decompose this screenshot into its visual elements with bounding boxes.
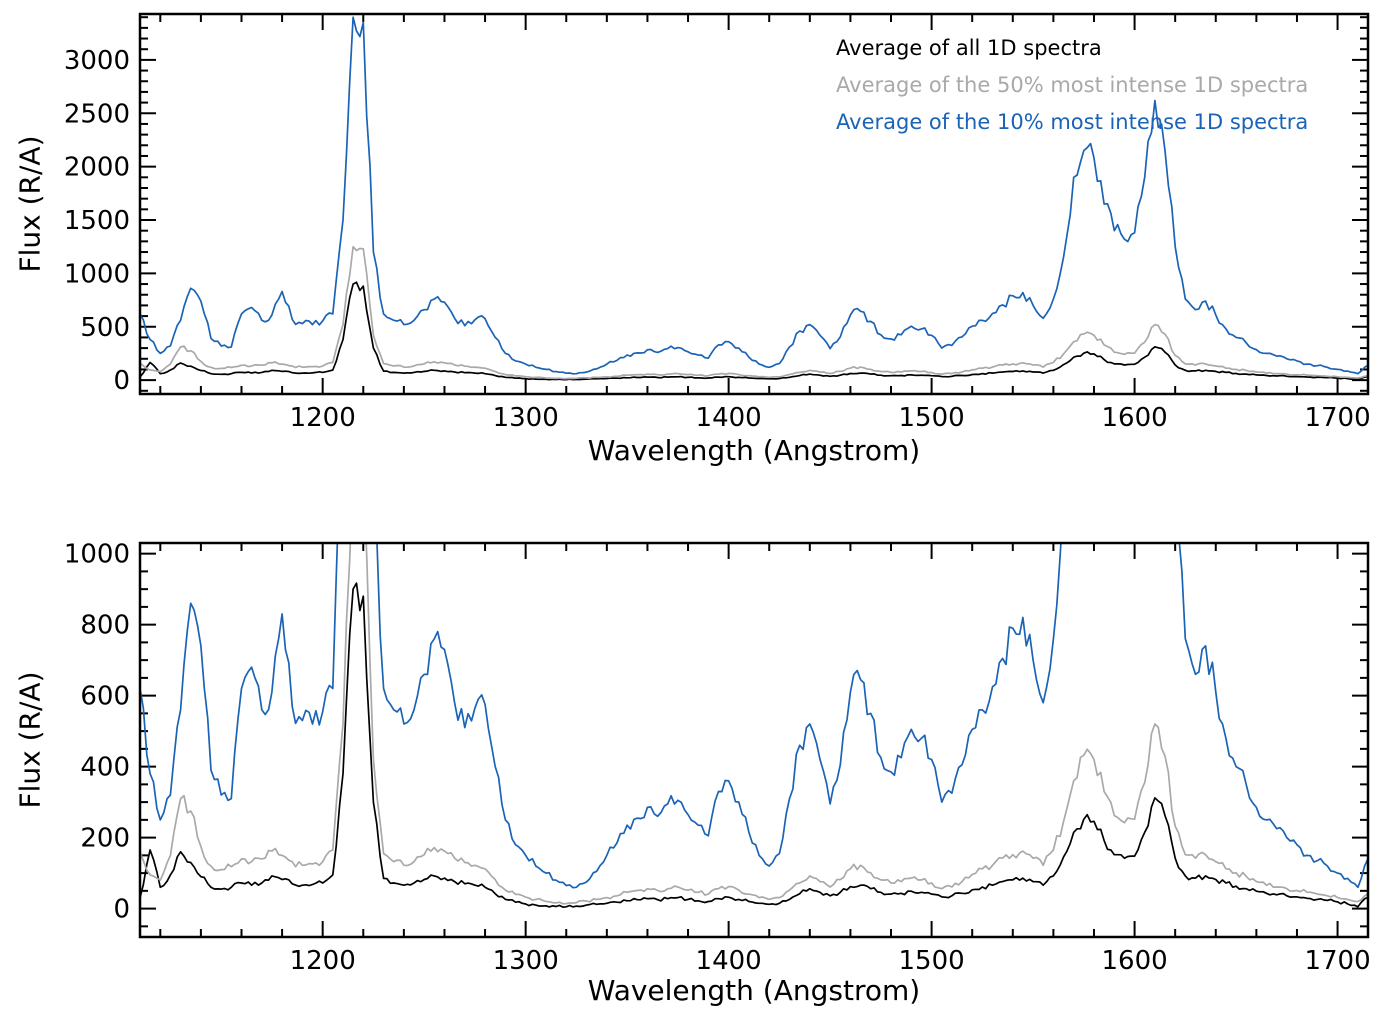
svg-text:0: 0 — [113, 366, 130, 396]
bottom-spectra-panel: 1200 1300 1400 1500 1600 1700 0 200 400 600 800 100… — [0, 500, 1382, 1018]
legend-item: Average of all 1D spectra — [836, 36, 1102, 60]
svg-text:1000: 1000 — [64, 540, 130, 570]
svg-text:1600: 1600 — [1101, 946, 1167, 976]
top-spectra-panel: 1200 1300 1400 1500 1600 1700 0 500 1000 1500 2000… — [0, 0, 1382, 500]
svg-text:500: 500 — [80, 313, 130, 343]
y-axis-label-bottom: Flux (R/A) — [13, 671, 47, 809]
svg-text:400: 400 — [80, 753, 130, 783]
svg-text:1700: 1700 — [1304, 403, 1370, 433]
svg-text:1700: 1700 — [1304, 946, 1370, 976]
svg-text:1600: 1600 — [1101, 403, 1167, 433]
svg-text:600: 600 — [80, 682, 130, 712]
svg-text:1500: 1500 — [899, 403, 965, 433]
x-axis-label-bottom: Wavelength (Angstrom) — [587, 974, 921, 1007]
legend-item: Average of the 50% most intense 1D spect… — [836, 73, 1309, 97]
svg-text:1400: 1400 — [696, 946, 762, 976]
top-spectra-plot: 1200 1300 1400 1500 1600 1700 0 500 1000 1500 2000… — [64, 12, 1371, 433]
svg-text:3000: 3000 — [64, 46, 130, 76]
svg-text:2000: 2000 — [64, 153, 130, 183]
svg-text:1200: 1200 — [290, 403, 356, 433]
legend-item: Average of the 10% most intense 1D spect… — [836, 110, 1309, 134]
svg-text:1300: 1300 — [493, 946, 559, 976]
svg-text:1400: 1400 — [696, 403, 762, 433]
x-axis-label-top: Wavelength (Angstrom) — [587, 434, 921, 467]
svg-text:1500: 1500 — [899, 946, 965, 976]
svg-text:1500: 1500 — [64, 206, 130, 236]
bottom-spectra-plot: 1200 1300 1400 1500 1600 1700 0 200 400 600 800 100… — [64, 540, 1371, 976]
legend: Average of all 1D spectra Average of the… — [836, 30, 1308, 141]
svg-text:0: 0 — [113, 895, 130, 925]
svg-text:200: 200 — [80, 824, 130, 854]
svg-text:1000: 1000 — [64, 259, 130, 289]
svg-text:2500: 2500 — [64, 99, 130, 129]
svg-text:1300: 1300 — [493, 403, 559, 433]
svg-text:1200: 1200 — [290, 946, 356, 976]
y-axis-label-top: Flux (R/A) — [13, 135, 47, 273]
svg-text:800: 800 — [80, 611, 130, 641]
